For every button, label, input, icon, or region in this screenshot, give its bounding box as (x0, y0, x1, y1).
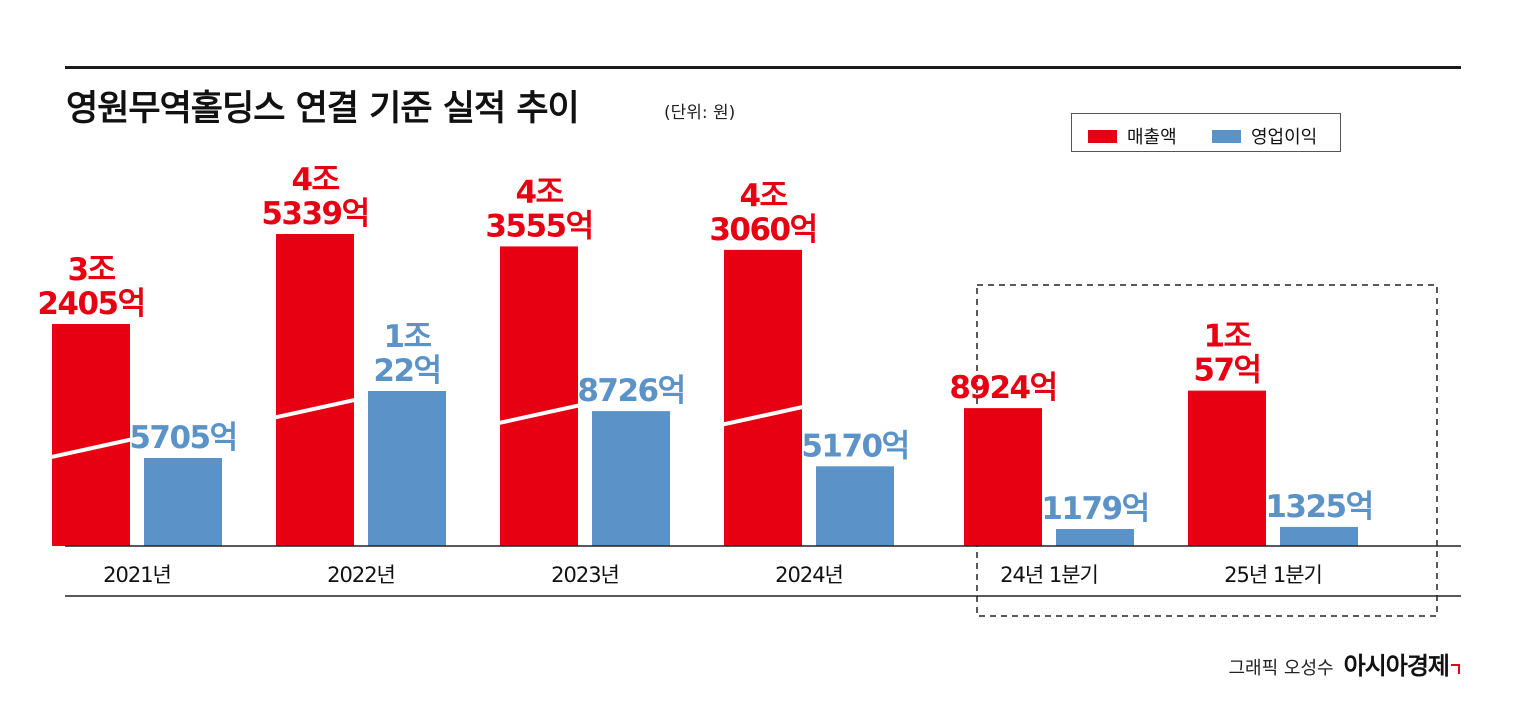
revenue-data-label: 57억 (1193, 353, 1260, 389)
operating-profit-data-label: 1179억 (1041, 491, 1148, 527)
top-rule (65, 66, 1461, 69)
brand-mark-icon (1451, 664, 1460, 674)
x-tick-label: 2024년 (775, 563, 843, 587)
legend-label-operating-profit: 영업이익 (1251, 127, 1318, 148)
legend-swatch-operating-profit (1212, 129, 1241, 143)
axis-break-mark (497, 403, 581, 426)
operating-profit-bar (1280, 526, 1358, 546)
operating-profit-bar (1056, 529, 1134, 546)
revenue-data-label: 4조 (739, 178, 787, 214)
x-tick-label: 2021년 (103, 563, 171, 587)
axis-break-mark (273, 397, 357, 420)
revenue-data-label: 4조 (515, 174, 563, 210)
operating-profit-bar (368, 391, 446, 546)
operating-profit-bar (816, 466, 894, 546)
operating-profit-bar (592, 411, 670, 546)
operating-profit-data-label: 8726억 (577, 373, 684, 409)
legend-item-operating-profit: 영업이익 (1212, 123, 1317, 149)
revenue-data-label: 5339억 (261, 196, 368, 232)
operating-profit-data-label: 5170억 (801, 428, 908, 464)
revenue-bar (1188, 390, 1266, 546)
credit: 그래픽 오성수 아시아경제 (1228, 646, 1460, 681)
x-tick-label: 2023년 (551, 563, 619, 587)
legend-item-revenue: 매출액 (1088, 123, 1177, 149)
credit-text: 그래픽 오성수 (1228, 658, 1334, 679)
axis-break-mark (721, 404, 805, 427)
revenue-data-label: 3555억 (485, 208, 592, 244)
operating-profit-data-label: 5705억 (129, 420, 236, 456)
operating-profit-bar (144, 458, 222, 546)
legend-label-revenue: 매출액 (1127, 127, 1177, 148)
revenue-bar (500, 246, 578, 546)
operating-profit-data-label: 1325억 (1265, 489, 1372, 525)
operating-profit-data-label: 1조 (383, 319, 431, 355)
x-tick-label: 24년 1분기 (1000, 563, 1098, 587)
revenue-bar (276, 234, 354, 546)
axis-break-mark (49, 437, 133, 460)
revenue-data-label: 2405억 (37, 286, 144, 322)
x-tick-label: 2022년 (327, 563, 395, 587)
revenue-data-label: 4조 (291, 162, 339, 198)
revenue-data-label: 3조 (67, 252, 115, 288)
revenue-data-label: 1조 (1203, 319, 1251, 355)
revenue-bar (724, 249, 802, 546)
revenue-bar (964, 408, 1042, 546)
revenue-data-label: 8924억 (949, 370, 1056, 406)
operating-profit-data-label: 22억 (373, 353, 440, 389)
brand-logo: 아시아경제 (1343, 652, 1450, 680)
chart-title: 영원무역홀딩스 연결 기준 실적 추이 (66, 89, 580, 129)
unit-note: (단위: 원) (664, 103, 736, 123)
revenue-bar (52, 324, 130, 546)
revenue-data-label: 3060억 (709, 212, 816, 248)
legend-swatch-revenue (1088, 129, 1117, 143)
legend: 매출액 영업이익 (1071, 113, 1341, 152)
x-tick-label: 25년 1분기 (1224, 563, 1322, 587)
